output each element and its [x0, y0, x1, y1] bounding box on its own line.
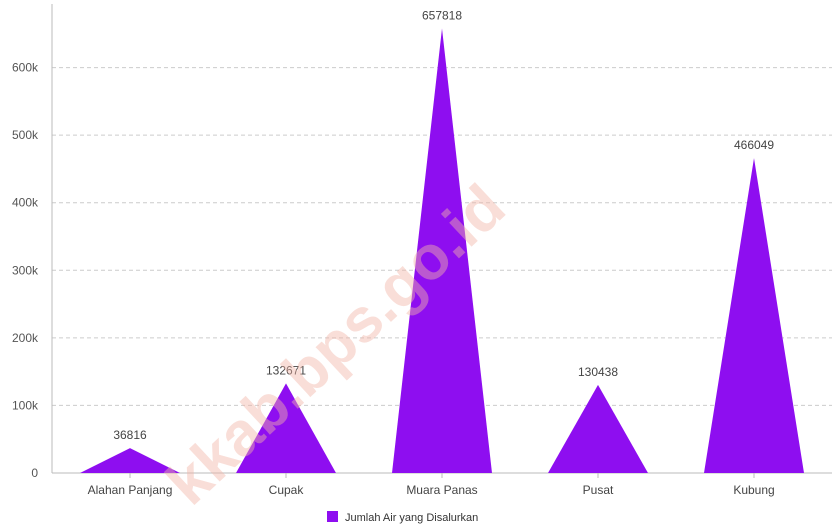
bar-mark [80, 448, 180, 473]
x-tick-label: Alahan Panjang [88, 483, 173, 497]
data-label: 132671 [266, 363, 306, 377]
bar-mark [392, 28, 492, 473]
x-tick-label: Pusat [583, 483, 614, 497]
y-tick-label: 500k [12, 128, 39, 142]
legend[interactable]: Jumlah Air yang Disalurkan [327, 511, 478, 524]
data-label: 466049 [734, 138, 774, 152]
x-tick-label: Muara Panas [406, 483, 477, 497]
grid-lines [52, 67, 832, 406]
data-label: 657818 [422, 9, 462, 23]
y-tick-label: 100k [12, 398, 39, 412]
y-tick-label: 0 [31, 466, 38, 480]
x-axis-ticks: Alahan Panjang Cupak Muara Panas Pusat Kubun… [88, 473, 775, 497]
bar-mark [548, 384, 648, 473]
y-tick-label: 200k [12, 331, 39, 345]
data-label: 36816 [113, 428, 147, 442]
data-labels: 36816 132671 657818 130438 466049 [113, 9, 774, 443]
bar-mark [236, 383, 336, 473]
y-axis-ticks: 0 100k 200k 300k 400k 500k 600k [12, 61, 39, 480]
legend-swatch [327, 511, 338, 522]
legend-label: Jumlah Air yang Disalurkan [345, 512, 478, 524]
x-tick-label: Kubung [733, 483, 774, 497]
series-marks [80, 28, 804, 473]
x-tick-label: Cupak [269, 483, 305, 497]
bar-mark [704, 158, 804, 473]
data-label: 130438 [578, 365, 618, 379]
y-tick-label: 300k [12, 263, 39, 277]
y-tick-label: 600k [12, 61, 39, 75]
y-tick-label: 400k [12, 196, 39, 210]
